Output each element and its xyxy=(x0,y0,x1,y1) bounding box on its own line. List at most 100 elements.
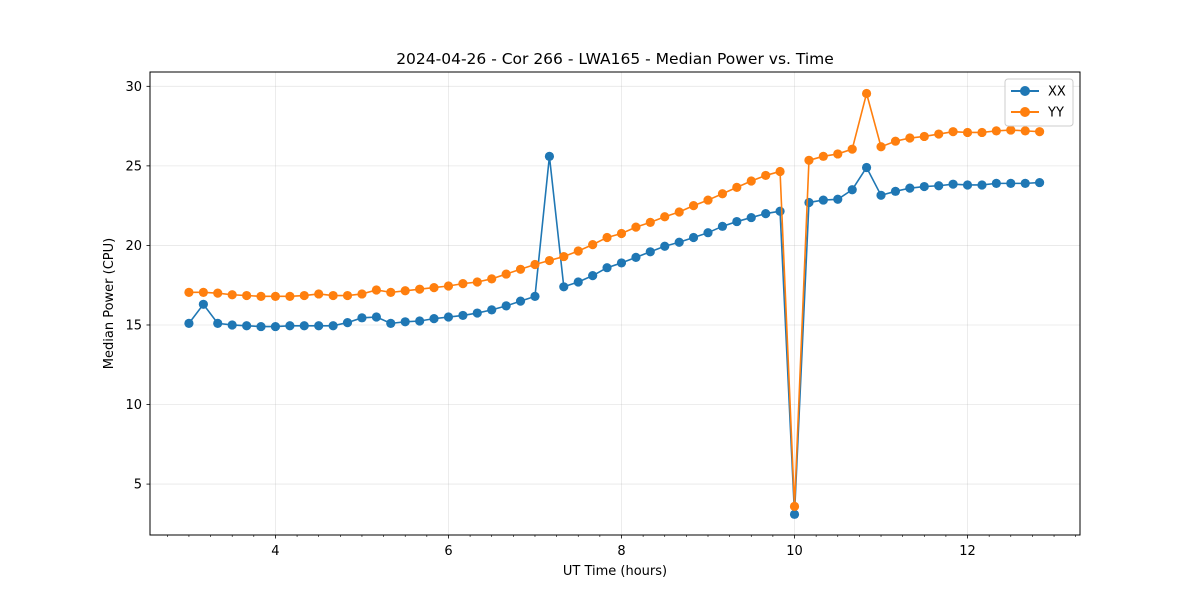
data-point-yy xyxy=(789,501,800,511)
data-point-xx xyxy=(386,318,396,328)
y-tick-label: 5 xyxy=(134,478,142,493)
data-point-xx xyxy=(1034,177,1045,188)
data-point-yy xyxy=(847,144,857,154)
x-tick-label: 10 xyxy=(786,544,803,559)
data-point-xx xyxy=(573,277,583,287)
data-point-yy xyxy=(761,170,771,181)
x-tick-label: 8 xyxy=(617,544,625,559)
data-point-yy xyxy=(660,212,670,222)
data-point-xx xyxy=(242,321,252,331)
data-point-xx xyxy=(429,314,439,324)
data-point-xx xyxy=(184,318,194,328)
data-point-xx xyxy=(833,194,843,204)
data-point-xx xyxy=(314,321,324,331)
data-point-yy xyxy=(270,291,281,301)
data-point-yy xyxy=(804,155,814,165)
data-point-xx xyxy=(213,318,223,328)
data-point-yy xyxy=(775,166,785,177)
data-point-yy xyxy=(991,126,1001,136)
data-point-yy xyxy=(559,251,569,262)
data-point-xx xyxy=(732,216,742,227)
data-point-xx xyxy=(746,212,756,223)
data-point-xx xyxy=(703,228,713,238)
series-layer xyxy=(184,88,1045,519)
data-point-yy xyxy=(386,287,396,297)
data-point-yy xyxy=(415,284,425,294)
data-point-yy xyxy=(487,274,497,284)
data-point-yy xyxy=(213,288,223,298)
data-point-yy xyxy=(934,129,944,139)
data-point-xx xyxy=(602,263,612,273)
x-tick-label: 12 xyxy=(959,544,976,559)
data-point-xx xyxy=(487,305,497,315)
x-tick-label: 4 xyxy=(271,544,279,559)
data-point-yy xyxy=(357,289,367,299)
data-point-yy xyxy=(1006,125,1016,135)
plot-frame xyxy=(149,71,1081,536)
data-point-yy xyxy=(746,176,756,186)
data-point-xx xyxy=(977,180,987,190)
data-point-xx xyxy=(645,247,655,257)
data-point-yy xyxy=(732,182,742,192)
data-point-yy xyxy=(530,259,540,270)
data-point-yy xyxy=(299,290,309,301)
data-point-xx xyxy=(443,312,454,322)
data-point-yy xyxy=(198,287,208,297)
data-point-yy xyxy=(818,151,828,161)
data-point-yy xyxy=(342,290,353,301)
data-point-xx xyxy=(501,301,511,311)
data-point-yy xyxy=(256,291,266,301)
x-axis-label: UT Time (hours) xyxy=(563,564,667,579)
data-point-yy xyxy=(371,285,382,295)
data-point-yy xyxy=(703,195,713,205)
data-point-yy xyxy=(400,286,410,296)
data-point-xx xyxy=(631,252,641,262)
data-point-xx xyxy=(458,310,468,321)
data-point-xx xyxy=(616,258,627,268)
y-axis-label: Median Power (CPU) xyxy=(102,238,117,369)
data-point-yy xyxy=(602,232,612,243)
data-point-xx xyxy=(847,185,857,195)
series-xx xyxy=(184,151,1045,519)
data-point-xx xyxy=(1020,178,1030,188)
data-point-yy xyxy=(688,201,699,211)
data-point-yy xyxy=(717,189,728,199)
data-point-yy xyxy=(890,136,901,146)
legend-label-yy: YY xyxy=(1047,106,1064,121)
data-point-xx xyxy=(991,178,1001,188)
data-point-xx xyxy=(400,317,410,327)
data-point-xx xyxy=(472,308,482,318)
data-point-yy xyxy=(443,281,454,291)
data-point-xx xyxy=(775,206,785,216)
y-tick-label: 15 xyxy=(125,318,142,333)
data-point-yy xyxy=(905,133,915,143)
y-tick-label: 20 xyxy=(125,239,142,254)
data-point-xx xyxy=(270,321,281,332)
data-point-yy xyxy=(501,269,511,279)
data-point-xx xyxy=(559,282,569,292)
data-point-xx xyxy=(342,317,353,328)
data-point-xx xyxy=(588,271,598,281)
y-tick-label: 10 xyxy=(125,398,142,413)
data-point-xx xyxy=(660,241,670,251)
data-point-yy xyxy=(472,277,482,287)
data-point-yy xyxy=(242,290,252,301)
tick-layer: 4 6 8 10 12 5 10 15 20 25 30 xyxy=(125,80,1076,559)
data-point-xx xyxy=(861,162,872,173)
data-point-yy xyxy=(616,228,627,239)
data-point-yy xyxy=(977,127,987,138)
data-point-xx xyxy=(674,237,684,247)
data-point-xx xyxy=(328,321,338,331)
data-point-xx xyxy=(934,181,944,191)
data-point-yy xyxy=(962,127,973,138)
data-point-xx xyxy=(818,195,828,205)
data-point-yy xyxy=(833,149,843,159)
series-yy xyxy=(184,88,1045,511)
data-point-xx xyxy=(198,299,208,309)
data-point-yy xyxy=(1020,126,1030,136)
data-point-yy xyxy=(674,207,684,217)
data-point-yy xyxy=(631,222,641,232)
data-point-yy xyxy=(919,131,929,142)
data-point-xx xyxy=(876,190,886,200)
